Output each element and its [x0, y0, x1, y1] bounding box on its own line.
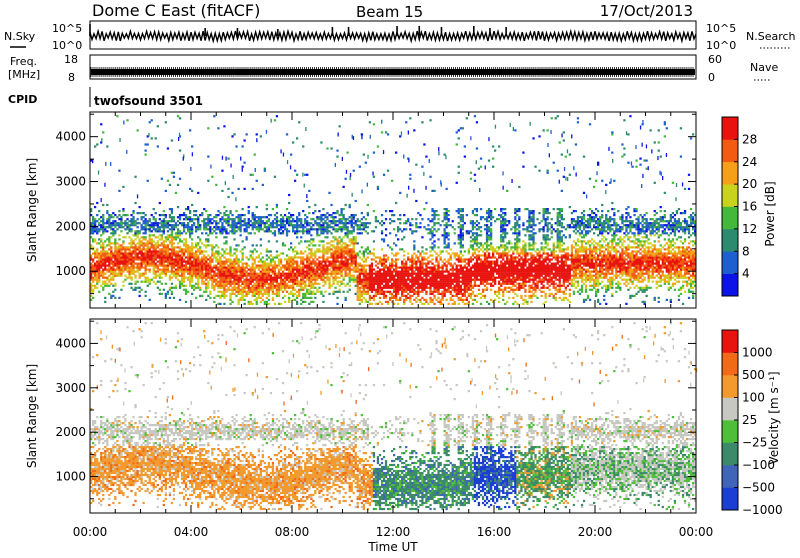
colorbar-tick-label: 4 — [742, 267, 750, 281]
nsky-label: N.Sky — [4, 30, 36, 43]
station-title: Dome C East (fitACF) — [92, 1, 260, 20]
colorbar-swatch — [722, 184, 738, 207]
colorbar-swatch — [722, 375, 738, 398]
nsky-tick-top: 10^5 — [52, 22, 82, 35]
nave-tick-top: 60 — [708, 53, 722, 66]
nave-tick-bottom: 0 — [708, 71, 715, 84]
freq-label: Freq. — [10, 55, 37, 68]
colorbar-swatch — [722, 274, 738, 297]
colorbar-swatch — [722, 139, 738, 162]
beam-title: Beam 15 — [356, 3, 423, 21]
nsearch-label: N.Search — [746, 30, 796, 43]
colorbar-tick-label: 20 — [742, 177, 757, 191]
x-tick-label: 00:00 — [679, 525, 714, 539]
colorbar-swatch — [722, 117, 738, 140]
nsky-tick-bottom: 10^0 — [52, 39, 82, 52]
colorbar-swatch — [722, 443, 738, 466]
colorbar-tick-label: 25 — [742, 413, 757, 427]
colorbar-swatch — [722, 488, 738, 511]
colorbar-swatch — [722, 398, 738, 421]
cpid-strip: CPID twofsound 3501 — [8, 87, 203, 108]
velocity-panel: 1000 2000 3000 4000 Slant Range [km] 00:00 0… — [25, 319, 713, 554]
power-heatmap — [90, 115, 696, 305]
freq-trace — [91, 67, 695, 77]
colorbar-swatch — [722, 229, 738, 252]
power-ylabel: Slant Range [km] — [25, 158, 39, 262]
nsky-strip: N.Sky 10^5 10^0 N.Search 10^5 10^0 — [4, 21, 796, 52]
y-tick-label: 2000 — [55, 425, 86, 439]
y-tick-label: 4000 — [55, 336, 86, 350]
cpid-label: CPID — [8, 93, 37, 106]
power-colorbar: 4 8 12 16 20 24 28 — [722, 117, 757, 296]
velocity-heatmap — [90, 322, 697, 510]
x-tick-label: 20:00 — [578, 525, 613, 539]
colorbar-tick-label: 24 — [742, 155, 757, 169]
colorbar-tick-label: 12 — [742, 222, 757, 236]
power-colorbar-label: Power [dB] — [763, 181, 777, 246]
colorbar-swatch — [722, 353, 738, 376]
y-tick-label: 3000 — [55, 381, 86, 395]
x-tick-label: 12:00 — [376, 525, 411, 539]
x-tick-label: 08:00 — [275, 525, 310, 539]
velocity-colorbar-label: Velocity [m s⁻¹] — [767, 371, 781, 464]
x-tick-label: 16:00 — [477, 525, 512, 539]
colorbar-swatch — [722, 420, 738, 443]
nsearch-tick-bottom: 10^0 — [706, 39, 736, 52]
nave-label: Nave — [750, 61, 778, 74]
colorbar-tick-label: −25 — [742, 436, 767, 450]
colorbar-swatch — [722, 251, 738, 274]
velocity-ylabel: Slant Range [km] — [25, 364, 39, 468]
y-tick-label: 1000 — [55, 264, 86, 278]
colorbar-tick-label: 500 — [742, 368, 765, 382]
cpid-program: twofsound 3501 — [94, 94, 203, 108]
x-tick-label: 04:00 — [174, 525, 209, 539]
colorbar-tick-label: 1000 — [742, 346, 773, 360]
freq-unit-label: [MHz] — [8, 68, 40, 81]
colorbar-swatch — [722, 162, 738, 185]
nsearch-tick-top: 10^5 — [706, 22, 736, 35]
nsky-trace — [90, 24, 696, 41]
colorbar-tick-label: −1000 — [742, 503, 783, 517]
colorbar-tick-label: −500 — [742, 481, 775, 495]
freq-tick-bottom: 8 — [68, 71, 75, 84]
colorbar-tick-label: 8 — [742, 244, 750, 258]
colorbar-swatch — [722, 465, 738, 488]
y-tick-label: 1000 — [55, 470, 86, 484]
x-tick-label: 00:00 — [73, 525, 108, 539]
colorbar-swatch — [722, 207, 738, 230]
power-panel: 1000 2000 3000 4000 Slant Range [km] — [25, 112, 696, 308]
colorbar-tick-label: 28 — [742, 132, 757, 146]
y-tick-label: 4000 — [55, 130, 86, 144]
y-tick-label: 2000 — [55, 219, 86, 233]
colorbar-tick-label: 100 — [742, 391, 765, 405]
date-title: 17/Oct/2013 — [600, 2, 693, 20]
time-axis-label: Time UT — [367, 540, 418, 554]
freq-tick-top: 18 — [64, 53, 78, 66]
colorbar-swatch — [722, 330, 738, 353]
colorbar-tick-label: 16 — [742, 200, 757, 214]
freq-strip: Freq. [MHz] 18 8 Nave 60 0 — [8, 53, 778, 84]
y-tick-label: 3000 — [55, 175, 86, 189]
